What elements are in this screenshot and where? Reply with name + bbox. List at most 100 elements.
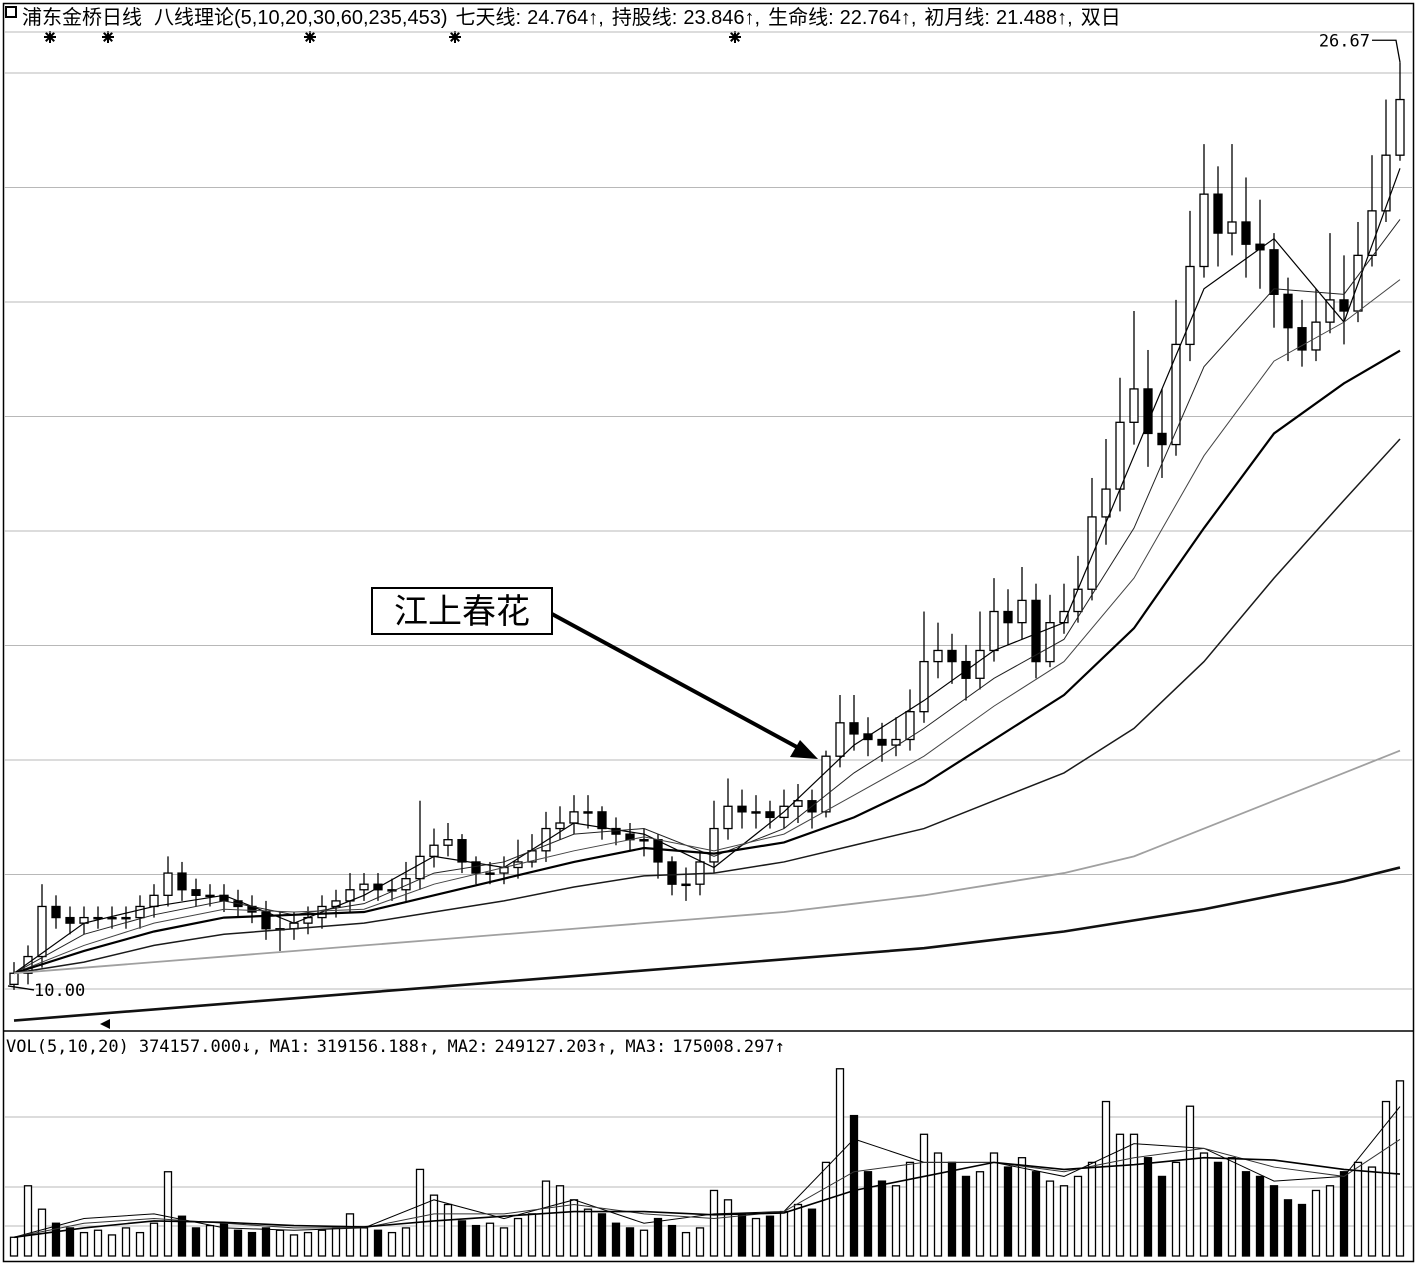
candle-body — [947, 649, 957, 663]
volume-bar — [1381, 1100, 1391, 1257]
legend-name: 七天线: — [456, 6, 522, 29]
menu-icon[interactable] — [5, 6, 17, 18]
legend-value: 21.488 — [996, 7, 1057, 29]
candle-body — [1073, 588, 1083, 613]
candle-body — [667, 861, 677, 885]
volume-bar — [51, 1222, 61, 1257]
legend-trend: ↑ — [1057, 7, 1067, 29]
signal-markers — [44, 31, 741, 43]
high-marker-label: 26.67 — [1319, 31, 1370, 51]
legend-trend: ↑ — [745, 7, 755, 29]
candle-body — [107, 916, 117, 920]
candle-body — [877, 738, 887, 746]
low-marker-arrow — [7, 985, 35, 991]
candle-body — [1115, 421, 1125, 490]
volume-bar — [233, 1229, 243, 1257]
volume-bar — [1325, 1185, 1335, 1257]
candle-body — [989, 610, 999, 652]
volume-bar — [471, 1224, 481, 1257]
candle-body — [765, 811, 775, 819]
volume-bar — [205, 1224, 215, 1257]
volume-bar — [1283, 1199, 1293, 1257]
volume-bar — [303, 1231, 313, 1257]
volume-bar — [9, 1236, 19, 1257]
volume-bar — [919, 1133, 929, 1257]
candle-body — [681, 883, 691, 887]
candle-body — [653, 839, 663, 863]
annotation-text: 江上春花 — [394, 593, 530, 631]
candle-body — [1129, 388, 1139, 423]
volume-bar — [121, 1227, 131, 1257]
candle-body — [905, 711, 915, 741]
volume-bar — [877, 1180, 887, 1257]
legend-separator: , — [429, 1037, 439, 1057]
volume-bar — [555, 1185, 565, 1257]
volume-bar — [905, 1161, 915, 1257]
volume-bar — [569, 1199, 579, 1257]
candle-body — [1367, 210, 1377, 257]
volume-bar — [1367, 1166, 1377, 1257]
volume-bar — [1395, 1080, 1405, 1257]
legend-name: 初月线: — [924, 6, 990, 29]
volume-bar — [891, 1185, 901, 1257]
volume-bar — [849, 1114, 859, 1257]
ma-line — [13, 749, 1401, 975]
volume-bar — [1241, 1171, 1251, 1257]
signal-star — [45, 32, 55, 42]
candle-body — [177, 872, 187, 891]
ma-line — [13, 866, 1401, 1022]
legend-trend: ↑ — [901, 7, 911, 29]
candle-body — [597, 811, 607, 830]
volume-bar — [653, 1217, 663, 1257]
annotation: 江上春花 — [371, 587, 818, 759]
volume-bar — [1059, 1185, 1069, 1257]
volume-bar — [793, 1203, 803, 1257]
volume-bar — [513, 1217, 523, 1257]
candle-body — [975, 649, 985, 679]
volume-bar — [1031, 1171, 1041, 1257]
volume-bar — [1101, 1100, 1111, 1257]
candle-body — [1325, 299, 1335, 323]
volume-bar — [1269, 1185, 1279, 1257]
volume-bar — [107, 1234, 117, 1257]
candle-body — [1241, 221, 1251, 245]
annotation-box — [371, 587, 553, 635]
ma-line — [13, 438, 1401, 974]
candle-body — [191, 889, 201, 896]
candle-body — [65, 916, 75, 924]
candle-body — [51, 905, 61, 919]
volume-bar — [79, 1231, 89, 1257]
legend-name: MA1: — [270, 1037, 311, 1057]
candle-body — [1227, 221, 1237, 234]
candle-body — [261, 911, 271, 930]
volume-bar — [457, 1220, 467, 1257]
candle-body — [1101, 488, 1111, 518]
candle-body — [849, 722, 859, 735]
plot: 26.67 10.00 — [7, 31, 1405, 1257]
volume-bar — [1003, 1166, 1013, 1257]
volume-bar — [821, 1161, 831, 1257]
volume-ma-line — [13, 1156, 1401, 1239]
volume-header: VOL(5,10,20) 374157.000↓, MA1: 319156.188↑,… — [6, 1037, 785, 1057]
legend-value: 24.764 — [527, 7, 588, 29]
indicator-label: 八线理论(5,10,20,30,60,235,453) — [154, 6, 448, 29]
volume-bar — [933, 1152, 943, 1257]
volume-bar — [429, 1194, 439, 1257]
candle-body — [1339, 299, 1349, 312]
ma-line — [13, 279, 1401, 974]
candle-body — [1045, 621, 1055, 663]
volume-bar — [1073, 1175, 1083, 1257]
legend-separator: , — [251, 1037, 261, 1057]
volume-bar — [387, 1231, 397, 1257]
legend-trend: ↑ — [419, 1037, 429, 1057]
legend-name: MA2: — [448, 1037, 489, 1057]
candle-body — [1171, 343, 1181, 446]
volume-bar — [625, 1227, 635, 1257]
candle-body — [933, 649, 943, 663]
candle-body — [429, 844, 439, 858]
candle-body — [149, 894, 159, 908]
volume-bar — [961, 1175, 971, 1257]
volume-bar — [737, 1213, 747, 1257]
candle-body — [891, 738, 901, 746]
